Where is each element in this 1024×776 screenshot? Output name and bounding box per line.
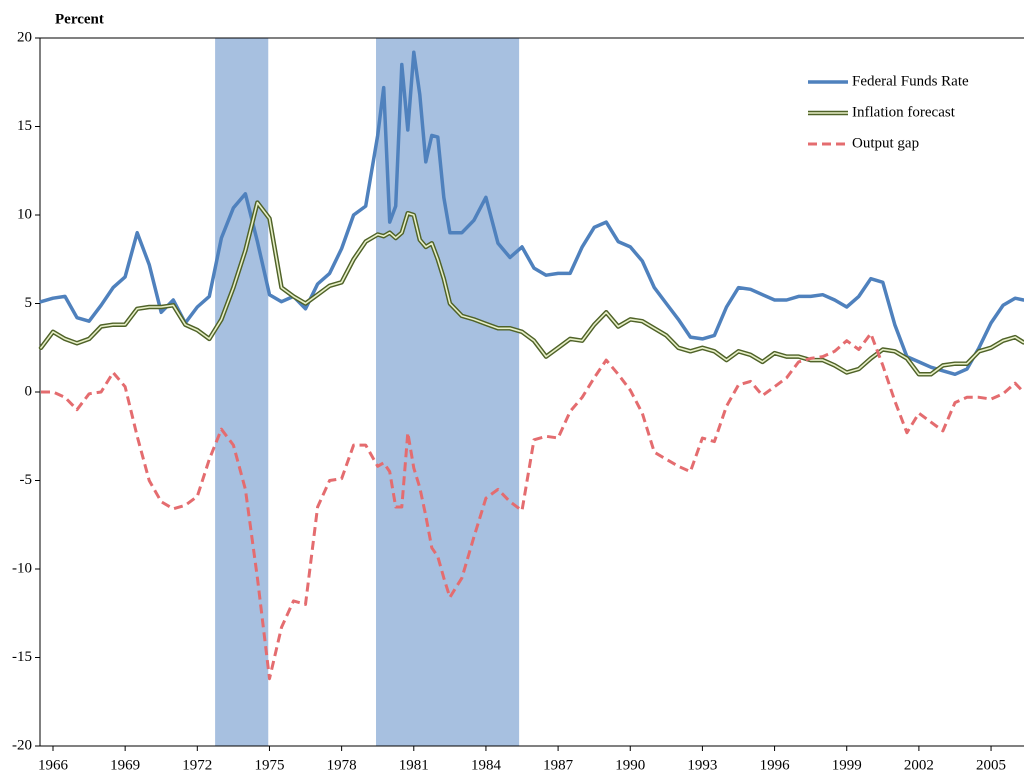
legend-item: Inflation forecast — [808, 104, 956, 120]
x-tick-label: 2005 — [976, 757, 1006, 773]
series-line — [39, 50, 1024, 377]
x-tick-label: 1987 — [543, 757, 574, 773]
legend-label: Output gap — [852, 135, 919, 151]
x-tick-label: 2002 — [904, 757, 934, 773]
y-tick-label: 0 — [25, 383, 33, 399]
legend-item: Federal Funds Rate — [808, 73, 969, 89]
shaded-period — [215, 38, 269, 746]
y-tick-label: 10 — [17, 206, 32, 222]
chart-title: Percent — [55, 11, 104, 27]
x-tick-label: 1966 — [38, 757, 69, 773]
x-tick-label: 1990 — [615, 757, 645, 773]
y-tick-label: -10 — [12, 560, 32, 576]
x-tick-label: 1969 — [110, 757, 140, 773]
legend-label: Inflation forecast — [852, 104, 956, 120]
x-tick-label: 1996 — [760, 757, 791, 773]
y-tick-label: -15 — [12, 649, 32, 665]
y-tick-label: 20 — [17, 29, 32, 45]
y-tick-label: -5 — [20, 472, 33, 488]
series-line — [41, 332, 1024, 681]
x-tick-label: 1972 — [182, 757, 212, 773]
series-line-inner — [40, 201, 1024, 376]
legend-label: Federal Funds Rate — [852, 73, 969, 89]
legend-item: Output gap — [808, 135, 919, 151]
shaded-period — [376, 38, 520, 746]
x-tick-label: 1984 — [471, 757, 502, 773]
y-tick-label: 15 — [17, 118, 32, 134]
x-tick-label: 1999 — [832, 757, 862, 773]
y-tick-label: -20 — [12, 737, 32, 753]
x-tick-label: 1975 — [254, 757, 284, 773]
x-tick-label: 1978 — [327, 757, 357, 773]
y-tick-label: 5 — [25, 295, 33, 311]
x-tick-label: 1981 — [399, 757, 429, 773]
series-line — [38, 200, 1024, 377]
x-tick-label: 1993 — [687, 757, 717, 773]
